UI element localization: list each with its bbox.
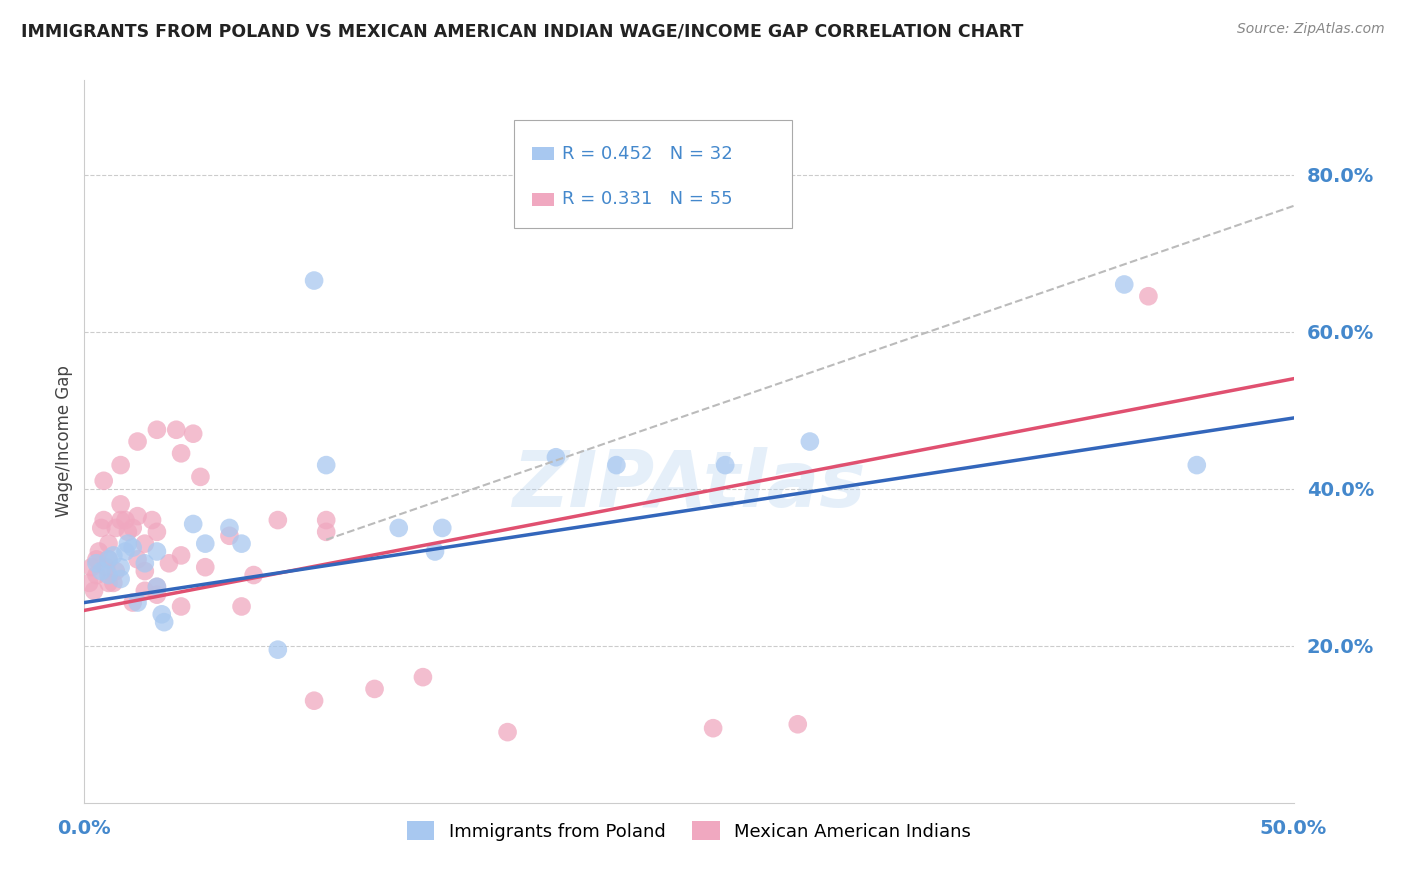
Text: ZIPAtlas: ZIPAtlas	[512, 447, 866, 523]
Point	[127, 434, 149, 449]
Legend: Immigrants from Poland, Mexican American Indians: Immigrants from Poland, Mexican American…	[399, 814, 979, 848]
Point	[134, 583, 156, 598]
Point	[153, 615, 176, 630]
Text: IMMIGRANTS FROM POLAND VS MEXICAN AMERICAN INDIAN WAGE/INCOME GAP CORRELATION CH: IMMIGRANTS FROM POLAND VS MEXICAN AMERIC…	[21, 22, 1024, 40]
Point	[146, 544, 169, 558]
Point	[170, 549, 193, 563]
Point	[94, 560, 117, 574]
Point	[97, 552, 120, 566]
Point	[86, 556, 108, 570]
Point	[90, 521, 112, 535]
Point	[799, 434, 821, 449]
Point	[86, 552, 108, 566]
Point	[134, 536, 156, 550]
Point	[432, 521, 454, 535]
Point	[121, 521, 143, 535]
Point	[80, 560, 103, 574]
Point	[127, 552, 149, 566]
Text: R = 0.331   N = 55: R = 0.331 N = 55	[562, 191, 733, 209]
Point	[97, 536, 120, 550]
Point	[218, 521, 240, 535]
Point	[146, 580, 169, 594]
Point	[146, 423, 169, 437]
Point	[170, 446, 193, 460]
Point	[146, 588, 169, 602]
Point	[170, 599, 193, 614]
Point	[267, 642, 290, 657]
Point	[90, 564, 112, 578]
Point	[267, 513, 290, 527]
Point	[412, 670, 434, 684]
Text: Source: ZipAtlas.com: Source: ZipAtlas.com	[1237, 22, 1385, 37]
Point	[218, 529, 240, 543]
Point	[150, 607, 173, 622]
Point	[104, 521, 127, 535]
Bar	[531, 193, 554, 206]
Point	[146, 524, 169, 539]
Point	[110, 458, 132, 472]
Point	[231, 599, 253, 614]
Point	[97, 552, 120, 566]
Point	[302, 274, 325, 288]
Point	[1185, 458, 1208, 472]
Point	[103, 575, 125, 590]
Y-axis label: Wage/Income Gap: Wage/Income Gap	[55, 366, 73, 517]
Point	[110, 560, 132, 574]
Point	[231, 536, 253, 550]
Point	[93, 513, 115, 527]
Point	[363, 681, 385, 696]
Point	[181, 426, 204, 441]
Point	[165, 423, 187, 437]
Point	[117, 536, 139, 550]
Point	[146, 580, 169, 594]
Point	[786, 717, 808, 731]
Bar	[531, 147, 554, 161]
Point	[1137, 289, 1160, 303]
Point	[93, 474, 115, 488]
Point	[190, 470, 212, 484]
Point	[194, 560, 217, 574]
Point	[86, 568, 108, 582]
Point	[114, 544, 136, 558]
Point	[423, 544, 446, 558]
FancyBboxPatch shape	[513, 120, 792, 228]
Point	[315, 524, 337, 539]
Point	[605, 458, 627, 472]
Point	[181, 516, 204, 531]
Point	[127, 509, 149, 524]
Point	[194, 536, 217, 550]
Point	[141, 513, 163, 527]
Point	[1114, 277, 1136, 292]
Point	[114, 513, 136, 527]
Point	[544, 450, 567, 465]
Point	[157, 556, 180, 570]
Point	[714, 458, 737, 472]
Point	[110, 572, 132, 586]
Point	[702, 721, 724, 735]
Point	[97, 575, 120, 590]
Point	[97, 568, 120, 582]
Point	[77, 575, 100, 590]
Point	[121, 595, 143, 609]
Point	[104, 564, 127, 578]
Point	[110, 513, 132, 527]
Point	[87, 544, 110, 558]
Point	[388, 521, 411, 535]
Point	[110, 497, 132, 511]
Point	[117, 524, 139, 539]
Point	[496, 725, 519, 739]
Point	[121, 541, 143, 555]
Point	[83, 583, 105, 598]
Point	[315, 513, 337, 527]
Point	[127, 595, 149, 609]
Text: R = 0.452   N = 32: R = 0.452 N = 32	[562, 145, 733, 163]
Point	[134, 564, 156, 578]
Point	[134, 556, 156, 570]
Point	[103, 549, 125, 563]
Point	[242, 568, 264, 582]
Point	[302, 694, 325, 708]
Point	[315, 458, 337, 472]
